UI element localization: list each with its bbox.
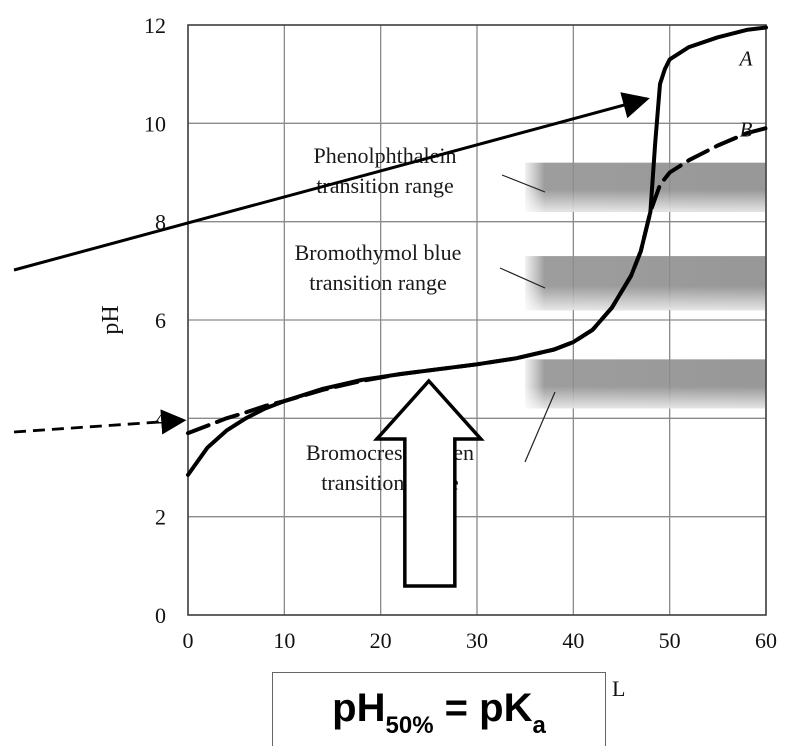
x-tick-label: 40: [562, 628, 584, 653]
formula-sub: 50%: [385, 712, 434, 739]
indicator-label-line: transition range: [316, 173, 453, 198]
indicator-label: Bromothymol blue transition range: [295, 240, 462, 295]
grid: [187, 24, 767, 616]
x-tick-label: 60: [755, 628, 777, 653]
x-tick-label: 50: [659, 628, 681, 653]
series: AB: [186, 25, 768, 477]
y-tick-label: 10: [144, 111, 166, 136]
y-tick-label: 6: [155, 308, 166, 333]
x-tick-label: 10: [273, 628, 295, 653]
formula-rest: = pK: [433, 686, 533, 730]
x-tick-label: 30: [466, 628, 488, 653]
formula-box: pH50% = pKa: [272, 672, 606, 746]
series-label-b: B: [740, 117, 753, 141]
annotations: Phenolphthalein transition rangeBromothym…: [13, 92, 650, 588]
x-tick-label: 0: [183, 628, 194, 653]
formula-sub2: a: [532, 712, 546, 739]
indicator-label-line: Bromothymol blue: [295, 240, 462, 265]
x-tick-label: 20: [370, 628, 392, 653]
series-line-b: [186, 126, 768, 436]
unit-fragment: L: [612, 676, 626, 701]
indicator-leader-line: [501, 174, 546, 193]
indicator-bands: [525, 162, 766, 409]
y-tick-label: 12: [144, 13, 166, 38]
dashed-pointer-arrow: [13, 409, 187, 435]
indicator-leader-line: [524, 391, 556, 463]
y-tick-label: 2: [155, 505, 166, 530]
y-tick-label: 4: [155, 406, 166, 431]
y-tick-label: 8: [155, 210, 166, 235]
y-tick-label: 0: [155, 603, 166, 628]
indicator-band-fade: [525, 256, 766, 311]
axes: 0 10 20 30 40 50 60 0 2 4 6 8 10 12: [144, 13, 777, 653]
indicator-band-fade: [525, 162, 766, 212]
plot-frame: [187, 24, 767, 616]
solid-pointer-arrow: [13, 92, 650, 272]
series-label-a: A: [738, 46, 753, 70]
indicator-band-fade: [525, 359, 766, 409]
block-arrow: [372, 378, 485, 588]
formula-main: pH: [332, 686, 386, 730]
y-axis-title: pH: [98, 305, 124, 334]
series-line-a: [186, 25, 768, 477]
indicator-leader-line: [499, 267, 546, 289]
indicator-label-line: transition range: [309, 270, 446, 295]
